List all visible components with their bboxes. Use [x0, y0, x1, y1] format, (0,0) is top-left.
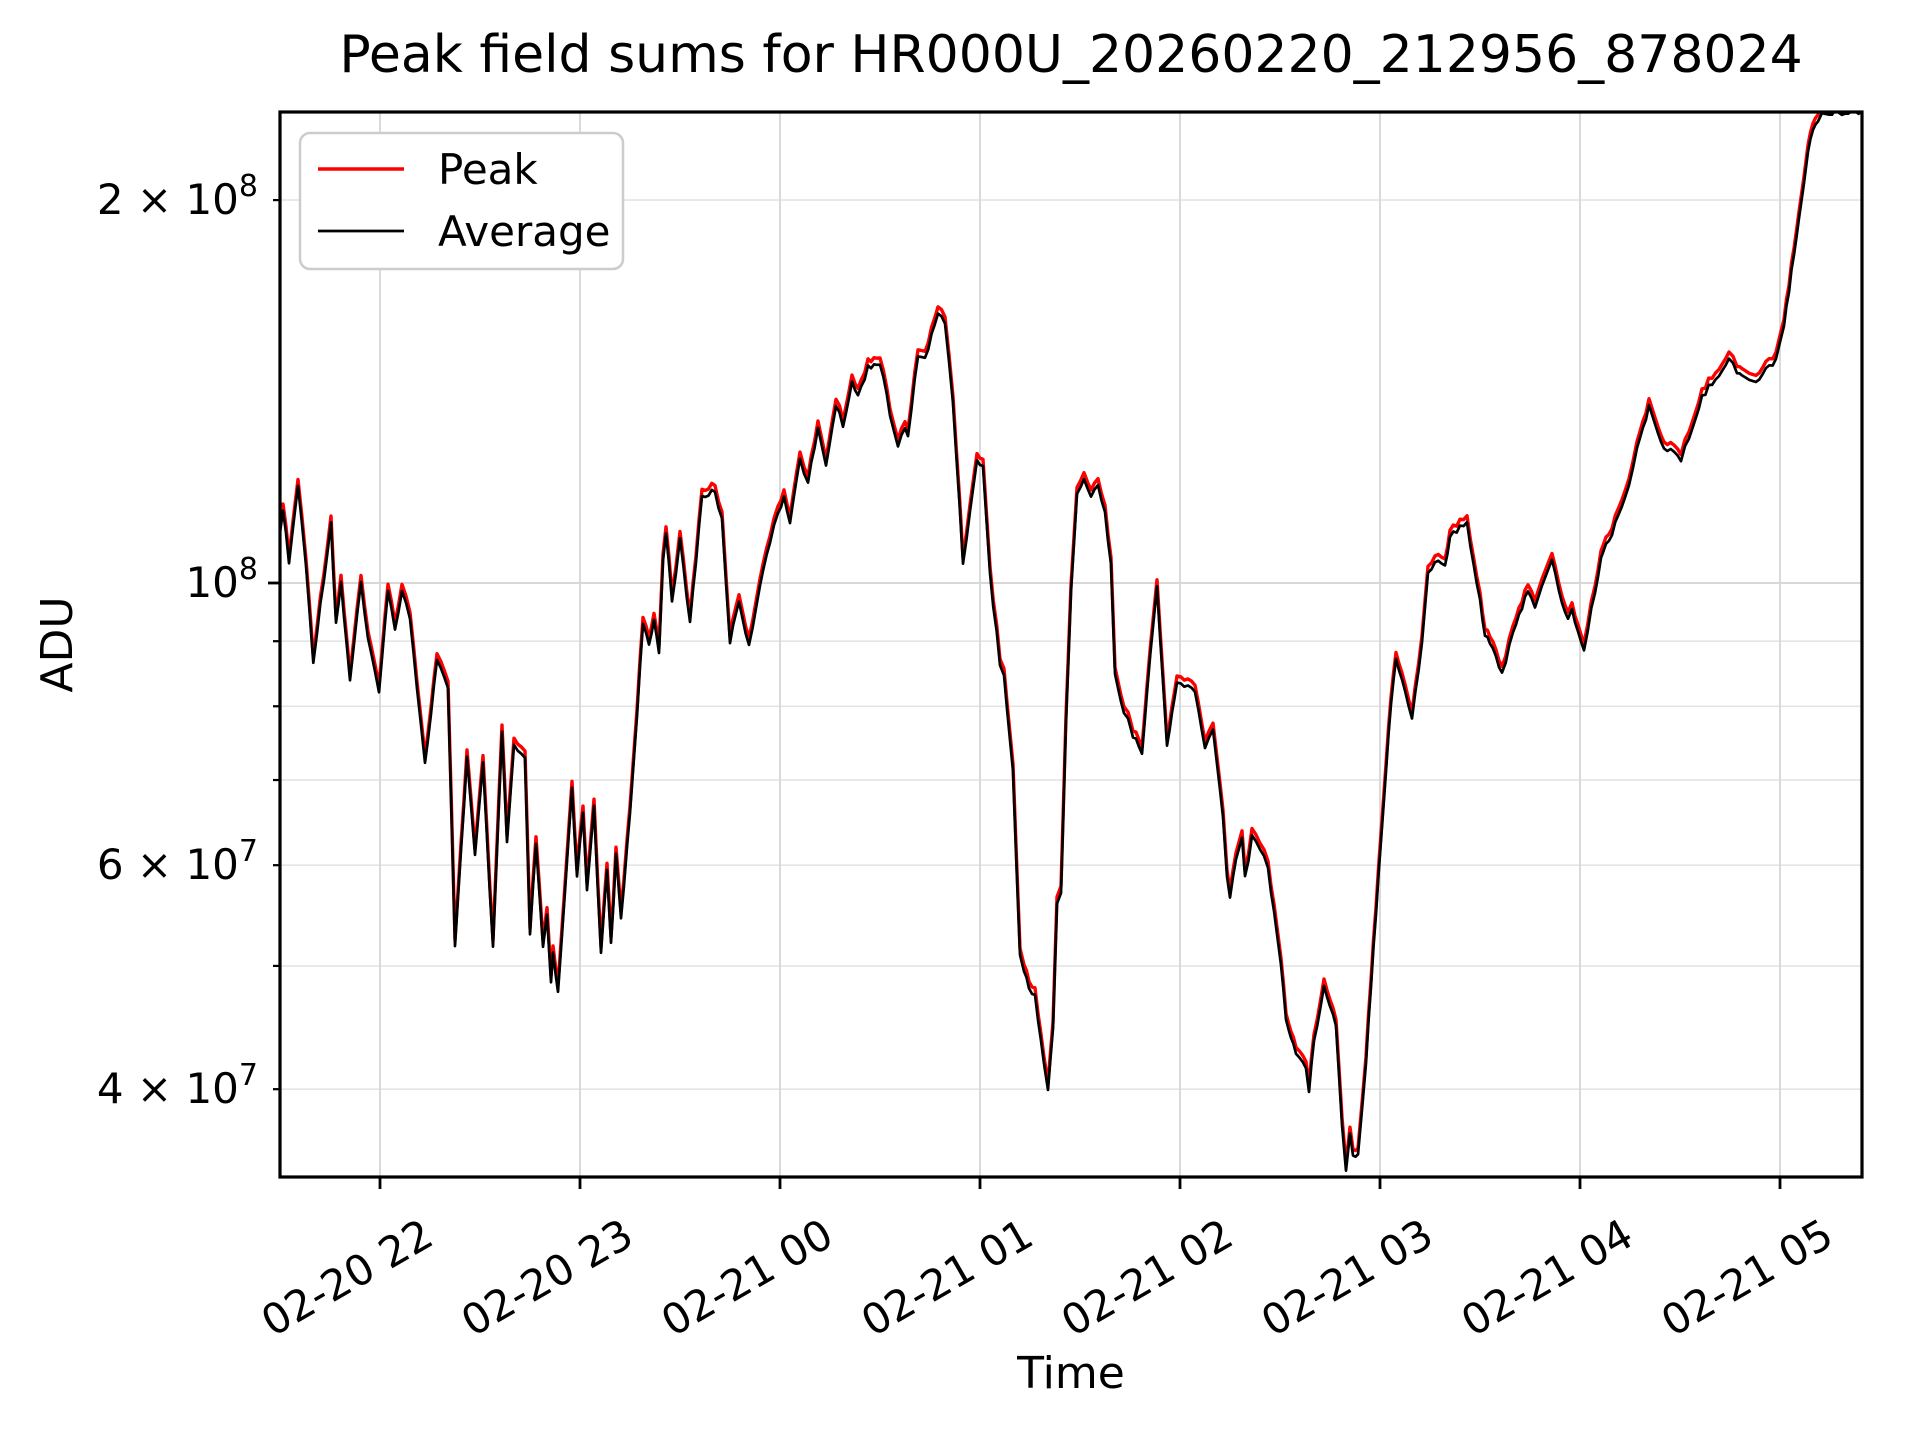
average-series-line	[280, 112, 1862, 1172]
chart-title: Peak field sums for HR000U_20260220_2129…	[339, 25, 1802, 85]
y-axis-label: ADU	[32, 596, 83, 692]
plot-border	[278, 110, 1864, 1179]
y-tick-label: 4 × 107	[97, 1058, 258, 1113]
legend-box	[298, 131, 625, 271]
legend-label-average: Average	[438, 207, 610, 256]
y-tick-label: 108	[185, 552, 258, 607]
y-tick-label: 6 × 107	[97, 834, 258, 889]
y-tick-label: 2 × 108	[97, 169, 258, 224]
legend-label-peak: Peak	[438, 145, 538, 194]
x-axis-label: Time	[1016, 1348, 1125, 1399]
